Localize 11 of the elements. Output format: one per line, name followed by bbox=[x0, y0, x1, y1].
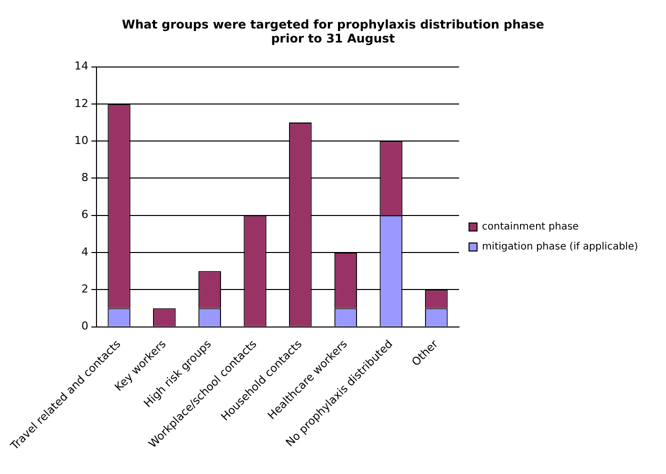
y-tick-label: 14 bbox=[74, 60, 88, 73]
chart-title: What groups were targeted for prophylaxis distribution phase prior to 31 August bbox=[122, 17, 544, 46]
legend-label: containment phase bbox=[482, 222, 579, 233]
y-tick-label: 6 bbox=[81, 208, 88, 222]
y-tick-label: 8 bbox=[81, 171, 88, 184]
legend-label: mitigation phase (if applicable) bbox=[482, 242, 638, 253]
y-tick-label: 4 bbox=[81, 245, 88, 258]
y-tick-label: 12 bbox=[74, 96, 88, 110]
y-tick-label: 2 bbox=[81, 282, 88, 296]
y-tick-label: 0 bbox=[81, 320, 88, 333]
y-tick-label: 10 bbox=[74, 134, 88, 147]
